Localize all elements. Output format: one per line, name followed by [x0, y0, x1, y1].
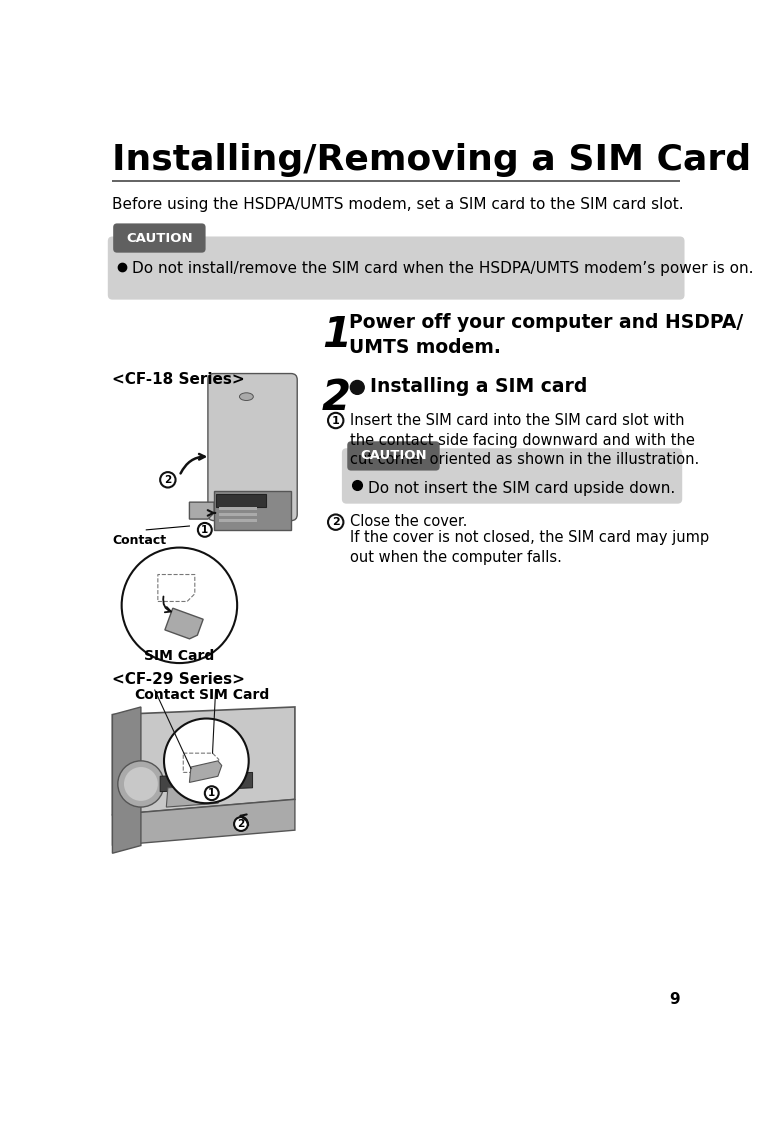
Polygon shape	[112, 708, 295, 815]
Text: Installing a SIM card: Installing a SIM card	[369, 377, 587, 397]
Circle shape	[234, 817, 248, 831]
Bar	[219, 519, 257, 522]
Text: SIM Card: SIM Card	[145, 649, 215, 663]
Text: CAUTION: CAUTION	[126, 232, 192, 245]
Text: 1: 1	[201, 525, 209, 535]
Text: Insert the SIM card into the SIM card slot with
the contact side facing downward: Insert the SIM card into the SIM card sl…	[349, 413, 699, 467]
Polygon shape	[165, 608, 203, 639]
Ellipse shape	[240, 393, 254, 400]
Text: Contact: Contact	[112, 534, 166, 546]
Polygon shape	[160, 773, 253, 792]
Polygon shape	[112, 799, 295, 846]
Circle shape	[328, 514, 343, 530]
Text: Do not insert the SIM card upside down.: Do not insert the SIM card upside down.	[368, 480, 676, 496]
FancyBboxPatch shape	[208, 374, 297, 520]
Text: Do not install/remove the SIM card when the HSDPA/UMTS modem’s power is on.: Do not install/remove the SIM card when …	[132, 261, 754, 277]
Text: Before using the HSDPA/UMTS modem, set a SIM card to the SIM card slot.: Before using the HSDPA/UMTS modem, set a…	[112, 198, 684, 213]
Circle shape	[121, 547, 237, 663]
Text: <CF-29 Series>: <CF-29 Series>	[112, 672, 245, 687]
Text: Installing/Removing a SIM Card: Installing/Removing a SIM Card	[112, 143, 751, 177]
Circle shape	[205, 786, 219, 800]
Bar	[112, 179, 680, 182]
Circle shape	[328, 413, 343, 429]
FancyBboxPatch shape	[214, 491, 291, 530]
Text: 1: 1	[322, 314, 351, 357]
Bar	[219, 513, 257, 515]
Text: 1: 1	[332, 416, 339, 425]
FancyBboxPatch shape	[107, 237, 685, 299]
Circle shape	[164, 719, 249, 804]
Circle shape	[124, 767, 158, 801]
Polygon shape	[112, 708, 141, 854]
Text: Power off your computer and HSDPA/
UMTS modem.: Power off your computer and HSDPA/ UMTS …	[349, 313, 743, 357]
Bar	[219, 506, 257, 510]
Bar	[216, 495, 266, 506]
Polygon shape	[189, 502, 214, 519]
Text: CAUTION: CAUTION	[360, 449, 427, 463]
Text: If the cover is not closed, the SIM card may jump
out when the computer falls.: If the cover is not closed, the SIM card…	[349, 530, 709, 565]
Text: 2: 2	[322, 377, 351, 419]
Text: 2: 2	[332, 517, 339, 527]
Text: Contact: Contact	[135, 688, 196, 702]
Text: SIM Card: SIM Card	[199, 688, 269, 702]
Text: Close the cover.: Close the cover.	[349, 514, 467, 529]
Circle shape	[160, 472, 175, 488]
Text: 2: 2	[164, 474, 172, 485]
Polygon shape	[166, 784, 226, 807]
Text: 1: 1	[208, 789, 216, 798]
Circle shape	[117, 761, 164, 807]
FancyBboxPatch shape	[342, 448, 683, 504]
Circle shape	[350, 381, 364, 394]
Polygon shape	[189, 761, 222, 783]
FancyBboxPatch shape	[113, 223, 206, 253]
Text: <CF-18 Series>: <CF-18 Series>	[112, 371, 245, 387]
Circle shape	[198, 523, 212, 537]
Text: 2: 2	[237, 820, 244, 829]
Text: 9: 9	[669, 992, 680, 1007]
FancyBboxPatch shape	[347, 441, 440, 471]
